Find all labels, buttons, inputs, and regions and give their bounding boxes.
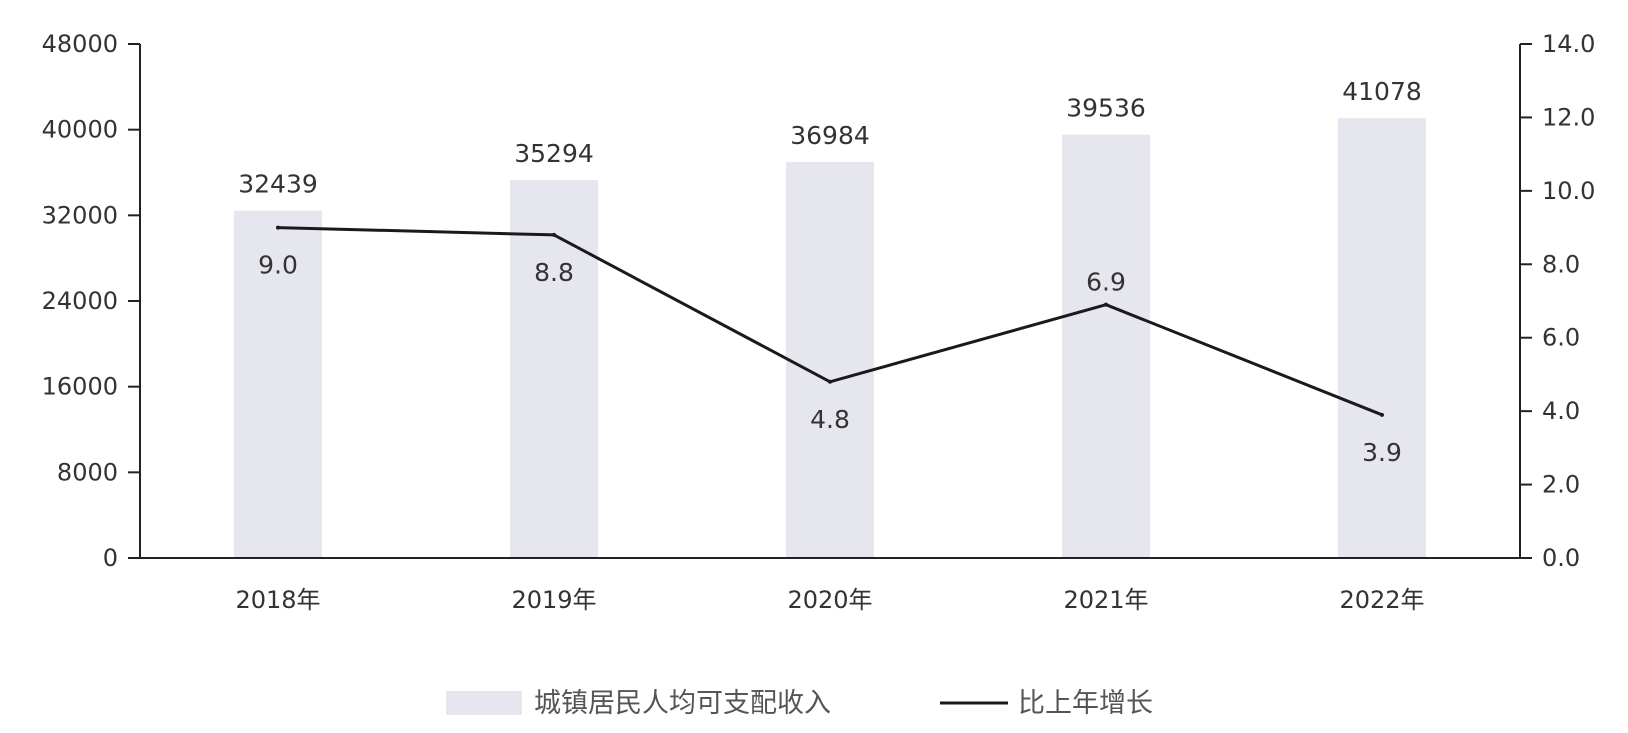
bar-value-label: 41078 <box>1342 77 1422 106</box>
legend-label-income: 城镇居民人均可支配收入 <box>534 688 831 719</box>
legend-label-growth: 比上年增长 <box>1018 688 1153 719</box>
growth-value-label: 4.8 <box>810 405 850 434</box>
y-left-tick-label: 8000 <box>57 458 118 486</box>
bar-value-label: 36984 <box>790 121 870 150</box>
growth-point-1 <box>552 232 556 237</box>
y-right-tick-label: 14.0 <box>1542 30 1595 58</box>
data-labels: 32439 35294 36984 39536 41078 9.0 8.8 4.8 6.9 3.9 <box>238 77 1422 467</box>
x-tick-label: 2020年 <box>787 586 872 614</box>
bar-value-label: 35294 <box>514 139 594 168</box>
y-right-tick-label: 4.0 <box>1542 397 1580 425</box>
y-left-tick-label: 48000 <box>42 30 118 58</box>
growth-point-2 <box>828 379 832 384</box>
chart-axes: 0 8000 16000 24000 32000 40000 48000 0.0 2.0 4.0 6… <box>42 30 1596 614</box>
x-tick-label: 2018年 <box>235 586 320 614</box>
growth-point-4 <box>1380 412 1384 417</box>
y-right-tick-label: 6.0 <box>1542 324 1580 352</box>
y-right-tick-label: 12.0 <box>1542 103 1595 131</box>
income-bars <box>234 118 1426 559</box>
y-left-tick-label: 16000 <box>42 373 118 401</box>
y-left-tick-label: 32000 <box>42 201 118 229</box>
growth-value-label: 8.8 <box>534 258 574 287</box>
growth-point-0 <box>276 225 280 230</box>
growth-value-label: 3.9 <box>1362 438 1402 467</box>
y-right-tick-label: 2.0 <box>1542 471 1580 499</box>
legend-swatch-income <box>446 691 522 715</box>
y-right-tick-label: 8.0 <box>1542 250 1580 278</box>
x-tick-label: 2022年 <box>1339 586 1424 614</box>
growth-point-3 <box>1104 302 1108 307</box>
bar-value-label: 39536 <box>1066 94 1146 123</box>
bar-2 <box>786 161 874 558</box>
growth-value-label: 9.0 <box>258 251 298 280</box>
growth-value-label: 6.9 <box>1086 268 1126 297</box>
x-tick-label: 2021年 <box>1063 586 1148 614</box>
bar-value-label: 32439 <box>238 170 318 199</box>
y-left-tick-label: 40000 <box>42 116 118 144</box>
bar-0 <box>234 210 322 558</box>
bar-1 <box>510 180 598 558</box>
legend: 城镇居民人均可支配收入 比上年增长 <box>446 688 1153 719</box>
y-left-tick-label: 0 <box>103 544 118 572</box>
bar-3 <box>1062 134 1150 559</box>
bar-4 <box>1338 118 1426 559</box>
y-left-tick-label: 24000 <box>42 287 118 315</box>
y-right-tick-label: 0.0 <box>1542 544 1580 572</box>
growth-line-series <box>276 225 1384 417</box>
y-right-tick-label: 10.0 <box>1542 177 1595 205</box>
x-tick-label: 2019年 <box>511 586 596 614</box>
